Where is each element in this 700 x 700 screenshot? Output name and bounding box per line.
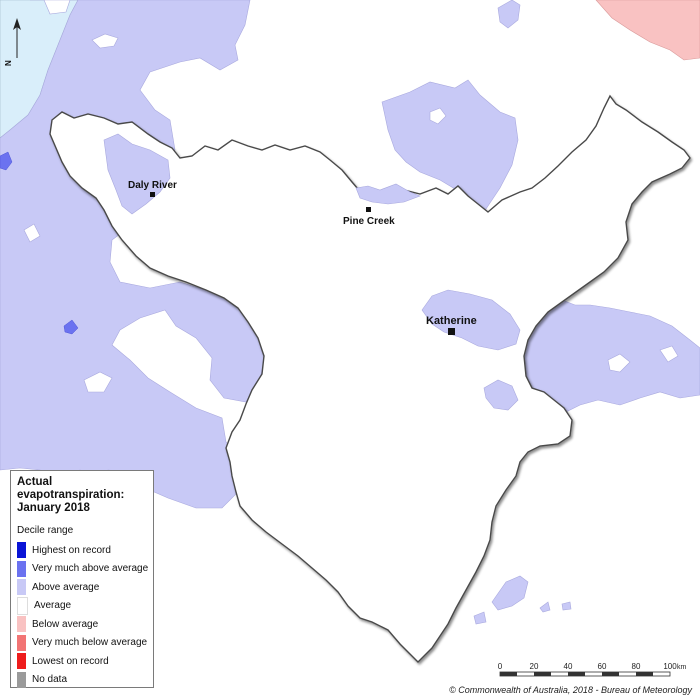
copyright-notice: © Commonwealth of Australia, 2018 - Bure…: [449, 685, 692, 695]
legend-title-line2: evapotranspiration:: [17, 489, 125, 501]
hole-5: [429, 107, 447, 125]
town-marker-icon: [150, 192, 155, 197]
legend-rows: Highest on record Very much above averag…: [17, 541, 149, 690]
small-patch-2: [561, 601, 572, 611]
legend-swatch: [17, 634, 26, 651]
town-katherine[interactable]: Katherine: [426, 315, 477, 335]
vma-patch-1: [0, 151, 13, 171]
town-label: Pine Creek: [343, 216, 395, 227]
southeast-patch: [491, 575, 529, 611]
scale-tick-label: 40: [564, 662, 573, 671]
basin-patch-south: [483, 379, 519, 411]
legend-label: Highest on record: [32, 544, 111, 556]
scale-unit: km: [677, 664, 687, 671]
legend-item: Very much below average: [17, 634, 147, 653]
town-marker-icon: [448, 328, 455, 335]
hole-4: [83, 371, 113, 393]
scale-bar-segments: [499, 671, 671, 677]
hole-1: [91, 33, 119, 49]
legend-label: Lowest on record: [32, 655, 109, 667]
legend-item: Above average: [17, 578, 147, 597]
legend-swatch: [17, 542, 26, 559]
town-label: Katherine: [426, 315, 477, 327]
legend-label: Average: [34, 600, 72, 612]
legend-item: Highest on record: [17, 541, 147, 560]
north-arrow-icon: N: [4, 18, 21, 66]
hole-3: [23, 223, 41, 243]
legend-swatch: [17, 560, 26, 577]
legend-item: No data: [17, 671, 147, 690]
top-small-region: [497, 0, 521, 29]
town-marker-icon: [366, 207, 371, 212]
legend-title-line3: January 2018: [17, 502, 90, 514]
basin-patch-pinecreek: [355, 183, 421, 205]
legend-swatch: [17, 579, 26, 596]
legend-item: Very much above average: [17, 560, 149, 579]
legend-label: Very much below average: [32, 637, 148, 649]
legend-label: Above average: [32, 581, 100, 593]
small-patch-1: [539, 601, 551, 613]
central-north-region: [381, 79, 519, 213]
scale-tick-label: 80: [632, 662, 641, 671]
town-daly-river[interactable]: Daly River: [128, 180, 177, 197]
legend-label: No data: [32, 674, 68, 686]
legend-swatch: [17, 616, 26, 633]
hole-9: [43, 0, 71, 15]
scale-tick-label: 20: [530, 662, 539, 671]
scale-bar: 0 20 40 60 80 100 km: [498, 662, 687, 677]
legend-item: Below average: [17, 615, 147, 634]
legend-swatch: [17, 596, 28, 615]
vma-patch-2: [63, 319, 79, 335]
very-much-above-average-regions: [0, 151, 79, 335]
scale-tick-labels: 0 20 40 60 80 100: [498, 662, 677, 671]
town-pine-creek[interactable]: Pine Creek: [343, 207, 395, 227]
legend-label: Below average: [32, 618, 99, 630]
scale-tick-label: 0: [498, 662, 503, 671]
catchment-basin[interactable]: [49, 94, 691, 663]
north-label: N: [4, 60, 13, 66]
below-average-region: [595, 0, 700, 61]
hole-7: [607, 353, 631, 373]
legend-item: Lowest on record: [17, 652, 147, 671]
legend-item: Average: [17, 596, 147, 616]
scale-tick-label: 60: [598, 662, 607, 671]
small-patch-3: [473, 611, 487, 625]
hole-8: [659, 345, 679, 363]
average-holes: [23, 0, 679, 401]
basin-patch-katherine: [421, 289, 521, 351]
legend-subtitle: Decile range: [17, 525, 74, 536]
legend-label: Very much above average: [32, 563, 149, 575]
legend-swatch: [17, 653, 26, 670]
legend-title-line1: Actual: [17, 476, 53, 488]
legend-swatch: [17, 671, 26, 688]
town-label: Daly River: [128, 180, 177, 191]
map-legend: Actual evapotranspiration: January 2018 …: [10, 470, 154, 688]
scale-tick-label: 100: [663, 662, 677, 671]
